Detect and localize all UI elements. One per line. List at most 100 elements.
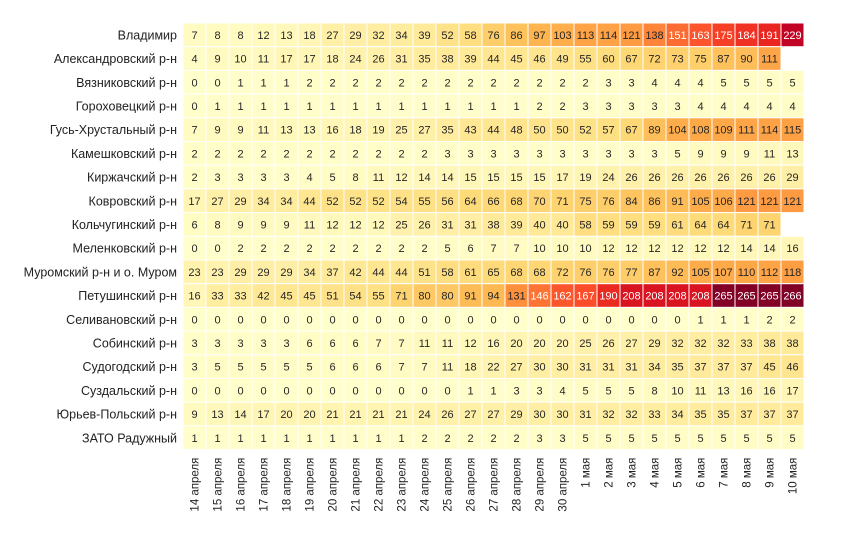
cell-value-label: 44: [487, 54, 499, 66]
cell-value-label: 3: [444, 148, 450, 160]
cell-value-label: 2: [513, 433, 519, 445]
column-label: 20 апреля: [328, 458, 340, 512]
cell-value-label: 55: [579, 54, 591, 66]
cell-value-label: 1: [283, 77, 289, 89]
cell-value-label: 13: [211, 409, 223, 421]
cell-value-label: 44: [303, 196, 315, 208]
cell-value-label: 17: [280, 54, 292, 66]
cell-value-label: 0: [306, 314, 312, 326]
cell-value-label: 33: [211, 291, 223, 303]
cell-value-label: 0: [536, 314, 542, 326]
cell-value-label: 12: [464, 338, 476, 350]
row-label: Александровский р-н: [54, 52, 177, 66]
cell-value-label: 80: [418, 291, 430, 303]
cell-value-label: 0: [260, 314, 266, 326]
cell-value-label: 208: [622, 291, 640, 303]
cell-value-label: 1: [214, 101, 220, 113]
cell-value-label: 64: [694, 219, 706, 231]
cell-value-label: 107: [714, 267, 732, 279]
cell-value-label: 46: [786, 362, 798, 374]
cell-value-label: 6: [191, 219, 197, 231]
cell-value-label: 208: [645, 291, 663, 303]
cell-value-label: 72: [648, 54, 660, 66]
cell-value-label: 35: [717, 409, 729, 421]
cell-value-label: 2: [352, 77, 358, 89]
cell-value-label: 35: [441, 125, 453, 137]
cell-value-label: 2: [513, 77, 519, 89]
cell-value-label: 71: [556, 196, 568, 208]
cell-value-label: 1: [352, 433, 358, 445]
cell-value-label: 265: [714, 291, 732, 303]
cell-value-label: 55: [372, 291, 384, 303]
cell-value-label: 42: [257, 291, 269, 303]
cell-value-label: 4: [674, 77, 680, 89]
cell-value-label: 5: [329, 172, 335, 184]
cell-value-label: 0: [352, 314, 358, 326]
cell-value-label: 14: [740, 243, 752, 255]
cell-value-label: 0: [628, 314, 634, 326]
cell-value-label: 14: [418, 172, 430, 184]
cell-value-label: 25: [395, 219, 407, 231]
cell-value-label: 229: [783, 30, 801, 42]
cell-value-label: 10: [579, 243, 591, 255]
cell-value-label: 19: [372, 125, 384, 137]
cell-value-label: 0: [191, 77, 197, 89]
cell-value-label: 11: [764, 148, 775, 160]
cell-value-label: 68: [533, 267, 545, 279]
cell-value-label: 2: [329, 77, 335, 89]
cell-value-label: 0: [421, 314, 427, 326]
cell-value-label: 2: [467, 433, 473, 445]
cell-value-label: 12: [717, 243, 729, 255]
cell-value-label: 4: [743, 101, 749, 113]
cell-value-label: 31: [579, 362, 591, 374]
cell-value-label: 11: [419, 338, 430, 350]
cell-value-label: 16: [763, 385, 775, 397]
column-label: 15 апреля: [213, 458, 225, 512]
cell-value-label: 266: [783, 291, 801, 303]
cell-value-label: 2: [766, 314, 772, 326]
cell-value-label: 1: [467, 101, 473, 113]
cell-value-label: 2: [421, 243, 427, 255]
cell-value-label: 29: [257, 267, 269, 279]
cell-value-label: 8: [214, 30, 220, 42]
cell-value-label: 3: [582, 148, 588, 160]
cell-value-label: 2: [398, 148, 404, 160]
cell-value-label: 2: [329, 148, 335, 160]
cell-value-label: 8: [352, 172, 358, 184]
cell-value-label: 7: [375, 338, 381, 350]
cell-value-label: 0: [375, 314, 381, 326]
cell-value-label: 72: [556, 267, 568, 279]
cell-value-label: 8: [651, 385, 657, 397]
cell-value-label: 38: [441, 54, 453, 66]
cell-value-label: 3: [605, 77, 611, 89]
cell-value-label: 2: [789, 314, 795, 326]
cell-value-label: 27: [418, 125, 430, 137]
column-label: 5 мая: [673, 458, 685, 488]
cell-value-label: 58: [579, 219, 591, 231]
cell-value-label: 21: [372, 409, 384, 421]
cell-value-label: 0: [605, 314, 611, 326]
cell-value-label: 7: [490, 243, 496, 255]
cell-value-label: 13: [280, 30, 292, 42]
cell-value-label: 37: [740, 362, 752, 374]
cell-value-label: 7: [513, 243, 519, 255]
cell-value-label: 34: [280, 196, 292, 208]
cell-value-label: 13: [786, 148, 798, 160]
cell-value-label: 67: [625, 54, 637, 66]
cell-value-label: 73: [671, 54, 683, 66]
cell-value-label: 10: [671, 385, 683, 397]
cell-value-label: 37: [717, 362, 729, 374]
cell-value-label: 9: [260, 219, 266, 231]
column-label: 28 апреля: [512, 458, 524, 512]
cell-value-label: 2: [559, 101, 565, 113]
cell-value-label: 0: [237, 314, 243, 326]
cell-value-label: 114: [761, 125, 779, 137]
cell-value-label: 76: [602, 196, 614, 208]
cell-value-label: 0: [444, 385, 450, 397]
cell-value-label: 115: [784, 125, 802, 137]
column-label: 2 мая: [604, 458, 616, 488]
cell-value-label: 103: [553, 30, 571, 42]
cell-value-label: 4: [697, 101, 703, 113]
cell-value-label: 7: [398, 338, 404, 350]
cell-value-label: 5: [651, 433, 657, 445]
